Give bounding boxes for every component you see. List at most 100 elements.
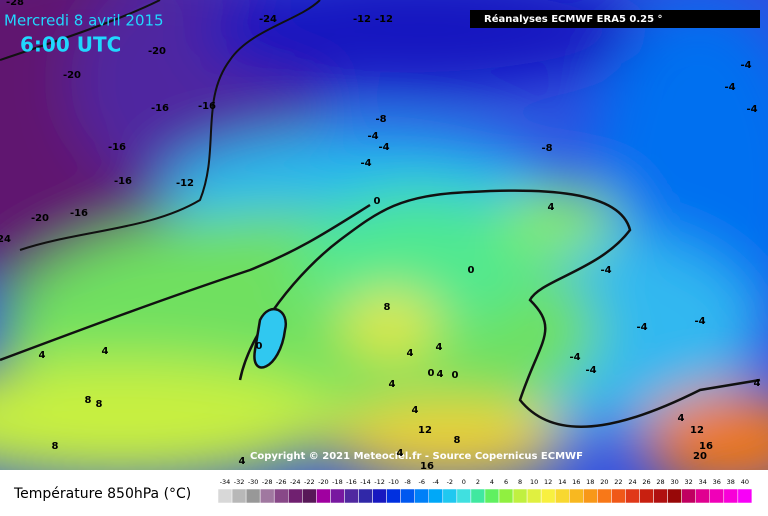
contour-label: -24 [259,14,277,25]
source: Réanalyses ECMWF ERA5 0.25 ° [484,13,663,25]
contour-label: 12 [690,425,704,436]
legend-tick-label: -2 [447,478,453,486]
legend-swatch [456,488,472,504]
legend-swatch [639,488,654,504]
contour-label: -16 [108,142,126,153]
contour-label: 8 [384,302,391,313]
legend-swatch [217,488,233,504]
contour-label: 4 [437,369,444,380]
contour-label: -16 [198,101,216,112]
contour-label: -4 [694,316,705,327]
legend-swatch [470,488,486,504]
legend-tick-label: -34 [220,478,231,486]
legend-tick-label: -12 [374,478,385,486]
legend-tick-label: 14 [558,478,566,486]
legend-swatch [667,488,682,504]
legend-swatch [625,488,640,504]
legend-tick-label: -30 [248,478,259,486]
legend-swatch [540,488,556,504]
contour-label: -4 [360,158,371,169]
legend-swatch [709,488,725,504]
contour-label: -4 [600,265,611,276]
legend-tick-label: 22 [614,478,622,486]
contour-label: 4 [239,456,246,467]
contour-labels: -28 -24 -12 -12 -20 -20 -16 -16 -16 -16 -12 -20 -16 2… [0,0,761,472]
legend-tick-label: 40 [741,478,749,486]
legend-tick-label: 18 [586,478,594,486]
contour-label: -4 [585,365,596,376]
contour-label: -8 [375,114,386,125]
legend-tick-label: 0 [462,478,466,486]
contour-label: 4 [436,342,443,353]
contour-label: -4 [367,131,378,142]
legend-tick-label: 8 [518,478,522,486]
contour-label: -12 [375,14,393,25]
contour-label: -4 [740,60,751,71]
legend-tick-label: -4 [433,478,439,486]
legend-tick-label: 16 [572,478,580,486]
legend-tick-label: 24 [628,478,636,486]
legend-swatch [414,488,430,504]
legend-swatch [597,488,612,504]
contour-label: -4 [746,104,757,115]
legend-swatch [358,488,373,504]
contour-label: 16 [699,441,713,452]
legend-tick-label: 4 [490,478,494,486]
contour-label: 0 [428,368,435,379]
legend-tick-label: -20 [318,478,329,486]
contour-label: 0 [256,341,263,352]
contour-label: 4 [39,350,46,361]
contour-label: -4 [378,142,389,153]
legend-tick-label: 34 [699,478,707,486]
contour-label: 0 [452,370,459,381]
legend-swatch [512,488,528,504]
legend-swatch [723,488,739,504]
legend-tick-label: 12 [544,478,552,486]
legend-tick-label: -32 [234,478,245,486]
contour-label: 20 [693,451,707,462]
contour-label: 0 [468,265,475,276]
contour-label: -4 [636,322,647,333]
copyright: Copyright © 2021 Meteociel.fr - Source C… [250,451,583,462]
contour-label: 4 [102,346,109,357]
contour-label: -12 [176,178,194,189]
legend-tick-label: -18 [332,478,343,486]
contour-label: 24 [0,234,11,245]
contour-label: 8 [454,435,461,446]
legend-tick-label: 30 [670,478,678,486]
legend-swatch [498,488,514,504]
legend-swatch [302,488,317,504]
legend-swatch [231,488,247,504]
legend-swatch [372,488,387,504]
contour-label: -28 [6,0,24,8]
legend-tick-label: -8 [404,478,410,486]
legend-tick-label: -28 [262,478,273,486]
legend-swatch [344,488,359,504]
legend-swatch [583,488,598,504]
temperature-field [0,0,768,490]
contour-label: 4 [678,413,685,424]
legend-tick-label: 2 [476,478,480,486]
contour-label: 16 [420,461,434,472]
contour-label: 8 [96,399,103,410]
legend-tick-label: 32 [685,478,693,486]
contour-label: -12 [353,14,371,25]
legend-swatch [386,488,401,504]
legend-tick-label: 20 [600,478,608,486]
legend-swatch [526,488,542,504]
legend-swatch [400,488,415,504]
legend-tick-label: -14 [360,478,371,486]
source-box [470,10,760,28]
contour-label: -20 [63,70,81,81]
contour-label: 8 [52,441,59,452]
legend: -34 -32 -30 -28 -26 -24 -22 -20 -18 -16 -14 -12 -10-… [217,478,753,504]
legend-swatch [611,488,626,504]
contour-label: -20 [148,46,166,57]
contour-label: 4 [754,378,761,389]
legend-tick-label: -24 [290,478,301,486]
legend-tick-label: 38 [727,478,735,486]
legend-swatch [259,488,275,504]
contour-label: -16 [151,103,169,114]
legend-tick-label: 10 [530,478,538,486]
